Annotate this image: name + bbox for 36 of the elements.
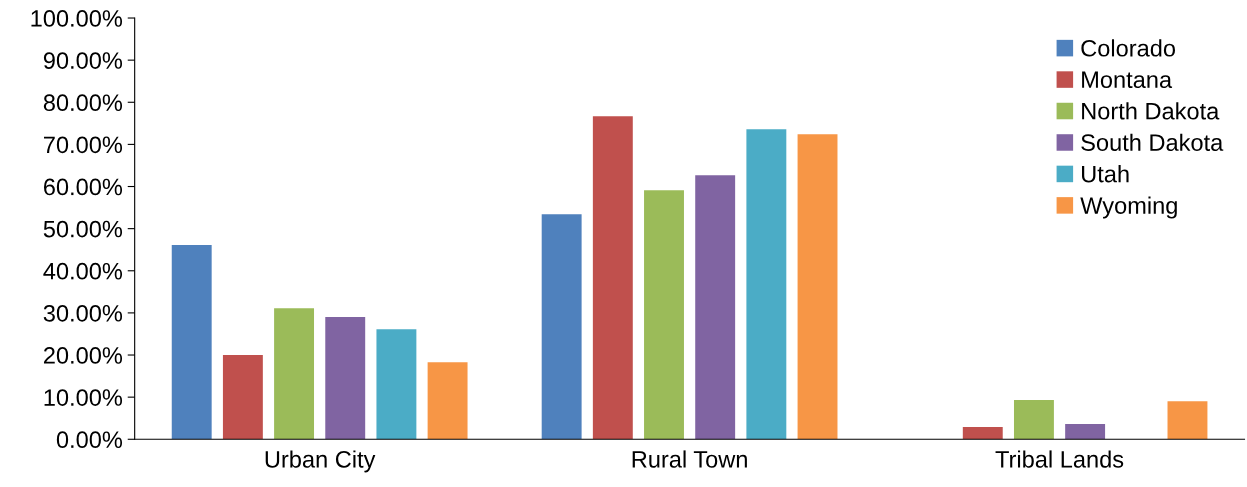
y-tick-label: 70.00%: [44, 136, 123, 154]
bar: [274, 308, 315, 440]
y-tick-label: 20.00%: [43, 347, 123, 364]
legend-label: Wyoming: [1080, 196, 1177, 219]
y-tick-label: 90.00%: [43, 52, 123, 69]
bar: [325, 317, 366, 440]
bar: [695, 175, 736, 440]
y-tick-label: 80.00%: [43, 94, 123, 112]
bar: [541, 214, 582, 440]
bar: [797, 134, 838, 440]
bar: [592, 116, 633, 440]
legend-label: North Dakota: [1082, 102, 1220, 120]
legend-label: Colorado: [1081, 39, 1176, 57]
bar: [746, 129, 787, 440]
x-tick-label: Tribal Lands: [995, 450, 1124, 468]
y-tick-label: 10.00%: [44, 389, 123, 406]
legend-label: Utah: [1082, 165, 1129, 183]
y-tick-label: 60.00%: [43, 178, 123, 196]
y-tick-label: 40.00%: [43, 262, 123, 280]
y-tick-label: 100.00%: [31, 10, 123, 27]
y-tick-label: 50.00%: [43, 220, 123, 238]
bar: [222, 355, 263, 440]
bar: [1065, 424, 1106, 440]
bar: [962, 427, 1003, 440]
bar: [1167, 401, 1208, 440]
bar: [171, 245, 212, 440]
y-tick-label: 0.00%: [56, 431, 123, 449]
bar: [1013, 400, 1054, 440]
x-tick-label: Rural Town: [632, 450, 747, 468]
bar: [644, 190, 684, 440]
legend-label: Montana: [1082, 71, 1173, 89]
x-tick-label: Urban City: [265, 450, 376, 473]
legend-label: South Dakota: [1081, 133, 1224, 151]
bar: [376, 329, 417, 440]
y-tick-label: 30.00%: [43, 304, 123, 322]
bar: [427, 362, 468, 440]
